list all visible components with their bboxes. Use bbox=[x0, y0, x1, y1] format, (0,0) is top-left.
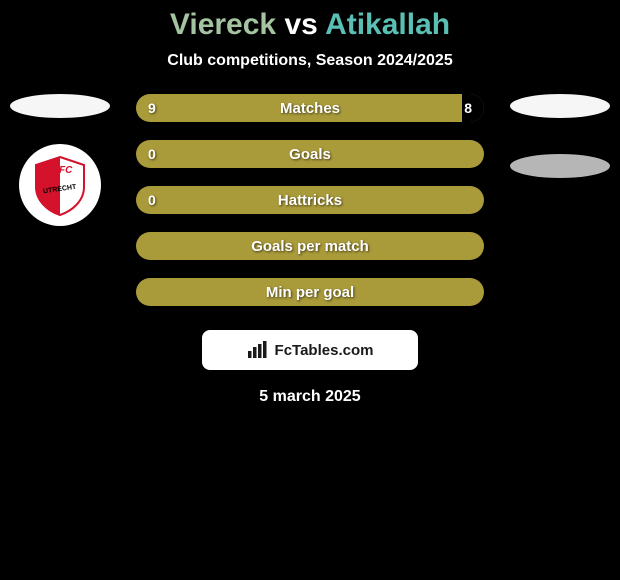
player2-silhouette bbox=[510, 94, 610, 118]
utrecht-shield-icon: FC UTRECHT bbox=[28, 153, 92, 217]
page-title: Viereck vs Atikallah bbox=[0, 0, 620, 42]
stat-label: Goals bbox=[289, 146, 331, 163]
stat-bar: 0 Goals bbox=[136, 140, 484, 168]
date-text: 5 march 2025 bbox=[0, 388, 620, 406]
stat-label: Hattricks bbox=[278, 192, 342, 209]
comparison-area: FC UTRECHT 9 Matches 8 0 Goals 0 Hattricks Goal… bbox=[0, 94, 620, 306]
player2-name: Atikallah bbox=[325, 8, 450, 41]
comparison-infographic: Viereck vs Atikallah Club competitions, … bbox=[0, 0, 620, 580]
club-placeholder-right bbox=[510, 154, 610, 178]
logo-text: FcTables.com bbox=[275, 342, 374, 359]
stat-label: Goals per match bbox=[251, 238, 369, 255]
svg-text:FC: FC bbox=[59, 165, 73, 176]
stat-bar: 9 Matches 8 bbox=[136, 94, 484, 122]
stat-value-left: 9 bbox=[148, 100, 156, 116]
fctables-logo: FcTables.com bbox=[202, 330, 418, 370]
stat-bars: 9 Matches 8 0 Goals 0 Hattricks Goals per match… bbox=[136, 94, 484, 306]
subtitle: Club competitions, Season 2024/2025 bbox=[0, 52, 620, 70]
stat-value-left: 0 bbox=[148, 146, 156, 162]
player1-name: Viereck bbox=[170, 8, 276, 41]
bars-icon bbox=[247, 341, 269, 359]
stat-label: Matches bbox=[280, 100, 340, 117]
stat-bar: 0 Hattricks bbox=[136, 186, 484, 214]
stat-bar: Goals per match bbox=[136, 232, 484, 260]
club-badge-left: FC UTRECHT bbox=[19, 144, 101, 226]
stat-label: Min per goal bbox=[266, 284, 354, 301]
right-column bbox=[510, 94, 610, 196]
player1-silhouette bbox=[10, 94, 110, 118]
stat-value-right: 8 bbox=[464, 100, 472, 116]
stat-value-left: 0 bbox=[148, 192, 156, 208]
stat-bar: Min per goal bbox=[136, 278, 484, 306]
vs-text: vs bbox=[284, 8, 317, 41]
left-column: FC UTRECHT bbox=[10, 94, 110, 226]
